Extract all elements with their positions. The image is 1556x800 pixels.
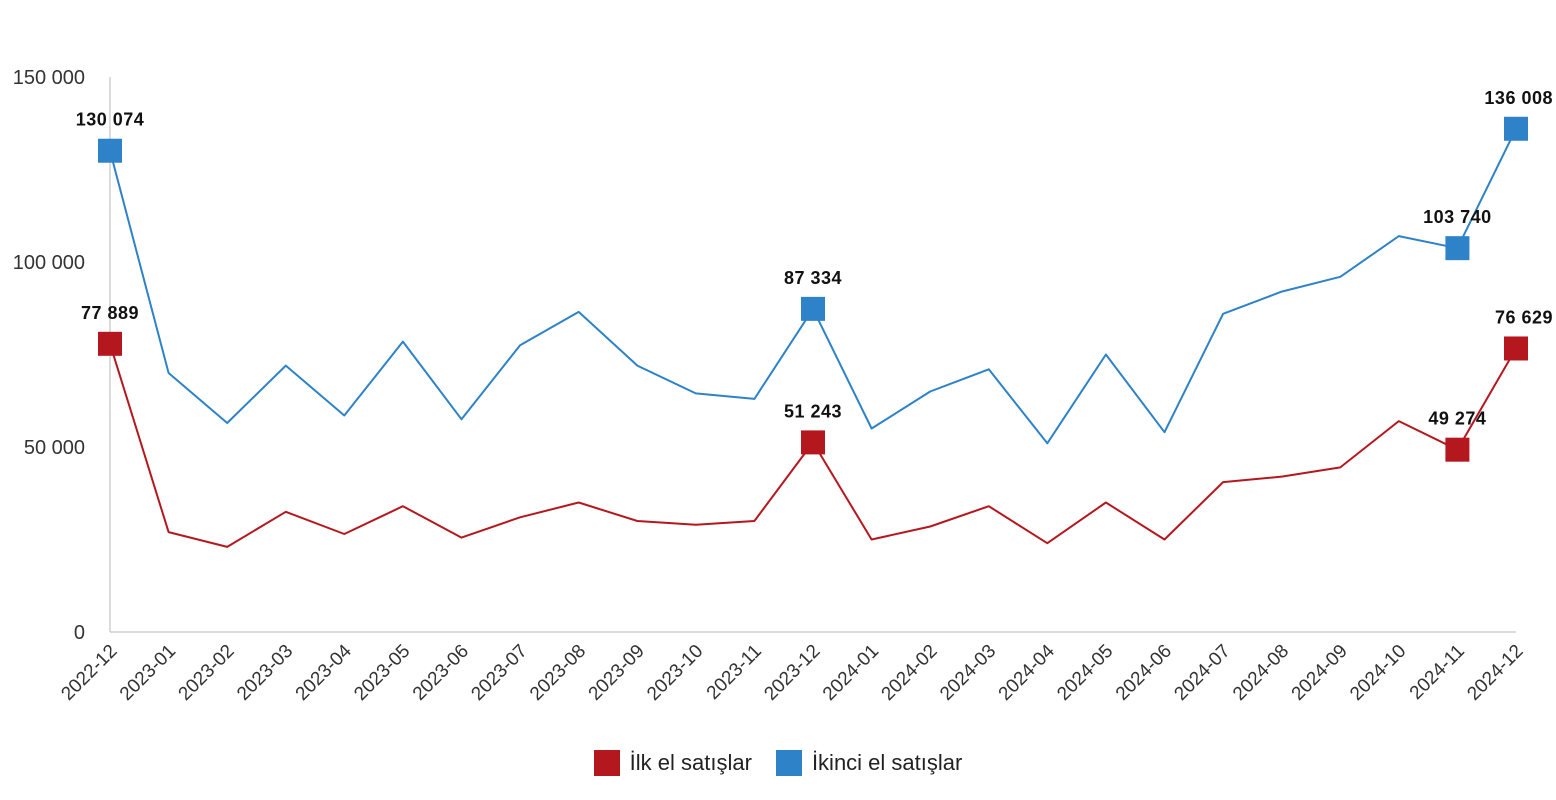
x-tick-label: 2023-08	[526, 641, 590, 705]
x-tick-label: 2023-12	[760, 641, 824, 705]
legend-item-ikinci-el[interactable]: İkinci el satışlar	[775, 750, 963, 776]
x-tick-label: 2024-08	[1229, 641, 1293, 705]
data-label: 51 243	[784, 401, 842, 421]
y-tick-label: 150 000	[13, 67, 85, 89]
x-tick-label: 2023-11	[703, 641, 766, 704]
x-tick-label: 2024-04	[995, 640, 1059, 704]
data-label: 77 889	[81, 303, 139, 323]
x-tick-label: 2024-07	[1170, 641, 1234, 705]
legend-swatch-ilk-el	[593, 750, 620, 776]
data-point-marker	[801, 296, 825, 321]
x-tick-label: 2024-02	[878, 641, 942, 705]
x-tick-label: 2024-03	[936, 641, 1000, 705]
data-labels: 77 889 51 243 49 274 76 629 130 074 87 334 103…	[76, 88, 1553, 429]
data-point-marker	[1445, 236, 1470, 261]
series-lines	[109, 128, 1517, 548]
data-point-marker	[1445, 437, 1470, 462]
x-tick-label: 2022-12	[57, 641, 121, 705]
data-point-marker	[98, 331, 122, 356]
x-tick-label: 2024-01	[819, 641, 883, 705]
x-tick-label: 2023-10	[643, 641, 707, 705]
data-label: 130 074	[76, 110, 145, 130]
data-point-marker	[801, 430, 825, 455]
x-tick-label: 2023-09	[585, 641, 649, 705]
x-tick-label: 2023-03	[233, 641, 297, 705]
data-point-marker	[1504, 116, 1528, 141]
legend-label-ikinci-el: İkinci el satışlar	[811, 750, 963, 775]
x-tick-label: 2024-10	[1346, 641, 1410, 705]
x-tick-label: 2024-06	[1112, 641, 1176, 705]
data-markers	[98, 116, 1528, 462]
x-tick-label: 2023-04	[292, 640, 356, 704]
legend-label-ilk-el: İlk el satışlar	[629, 750, 752, 775]
y-tick-label: 50 000	[24, 437, 85, 459]
y-tick-label: 0	[74, 622, 85, 644]
data-label: 87 334	[784, 268, 842, 288]
x-tick-label: 2023-06	[409, 641, 473, 705]
x-tick-label: 2024-12	[1463, 641, 1527, 705]
legend: İlk el satışlar İkinci el satışlar	[0, 750, 1556, 776]
x-tick-label: 2023-01	[116, 641, 180, 705]
data-label: 76 629	[1495, 307, 1553, 327]
x-tick-label: 2024-05	[1053, 641, 1117, 705]
legend-swatch-ikinci-el	[775, 750, 802, 776]
x-tick-label: 2023-05	[350, 641, 414, 705]
data-label: 49 274	[1428, 409, 1486, 429]
data-point-marker	[1504, 336, 1528, 361]
x-tick-label: 2024-09	[1288, 641, 1352, 705]
x-tick-label: 2023-02	[175, 641, 239, 705]
x-tick-label: 2024-11	[1406, 641, 1469, 704]
x-tick-label: 2023-07	[467, 641, 531, 705]
data-label: 136 008	[1484, 88, 1553, 108]
data-point-marker	[98, 138, 122, 163]
legend-item-ilk-el[interactable]: İlk el satışlar	[593, 750, 752, 776]
data-label: 103 740	[1423, 207, 1492, 227]
y-tick-label: 100 000	[13, 252, 85, 274]
